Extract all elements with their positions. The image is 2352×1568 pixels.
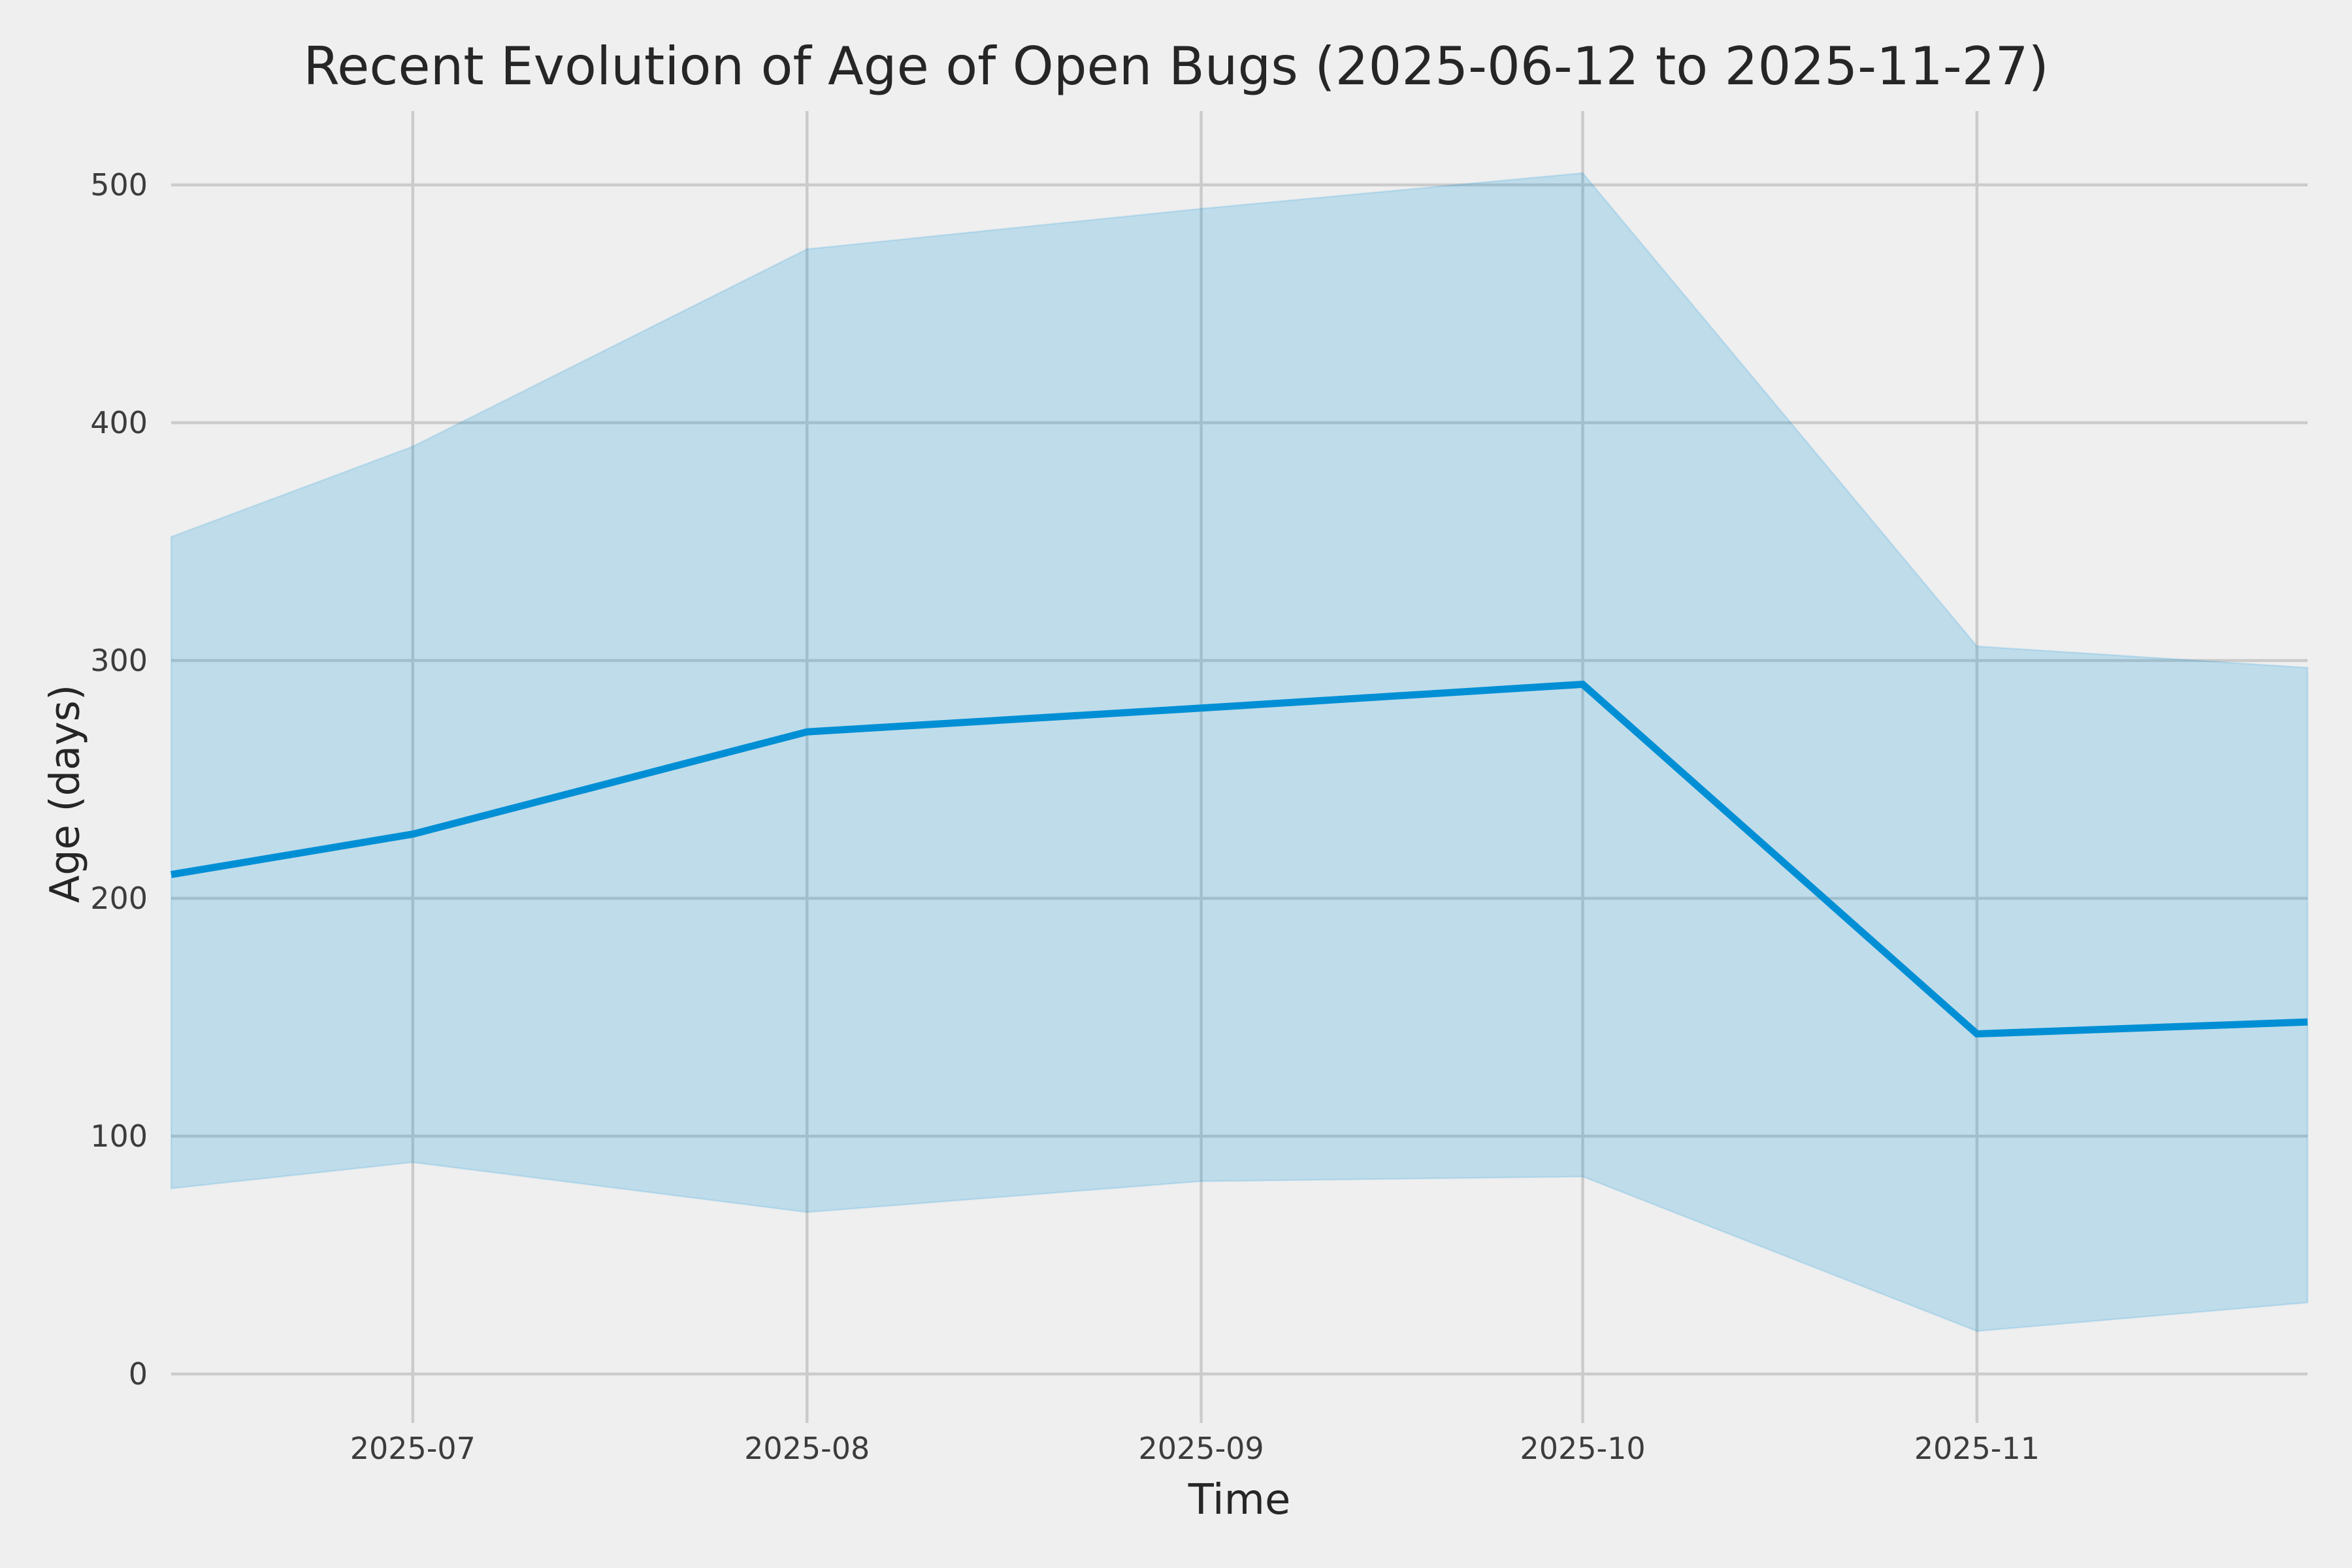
- y-tick-label: 100: [90, 1119, 148, 1154]
- y-tick-label: 200: [90, 881, 148, 916]
- x-tick-label: 2025-11: [1914, 1431, 2040, 1466]
- y-tick-label: 400: [90, 405, 148, 440]
- confidence-band: [170, 172, 2309, 1332]
- y-tick-label: 300: [90, 643, 148, 678]
- x-tick-label: 2025-10: [1520, 1431, 1645, 1466]
- x-tick-label: 2025-07: [350, 1431, 476, 1466]
- mean-line: [171, 680, 2308, 1038]
- x-tick-label: 2025-08: [744, 1431, 870, 1466]
- y-tick-label: 0: [129, 1356, 148, 1392]
- x-tick-label: 2025-09: [1139, 1431, 1264, 1466]
- x-axis-label: Time: [1188, 1476, 1291, 1524]
- y-tick-label: 500: [90, 167, 148, 203]
- chart-title: Recent Evolution of Age of Open Bugs (20…: [303, 36, 2049, 97]
